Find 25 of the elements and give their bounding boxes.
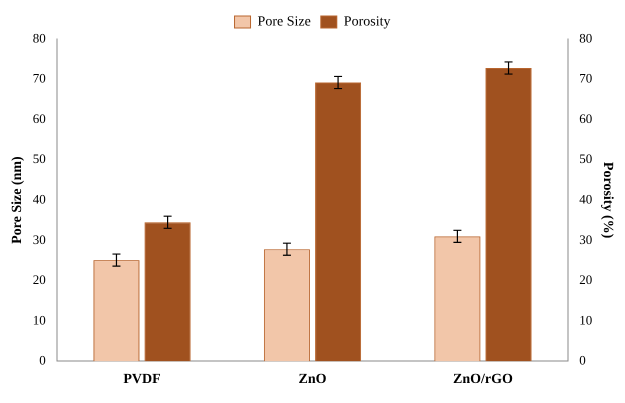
y-tick-label: 50 bbox=[32, 151, 46, 166]
y-tick-label: 80 bbox=[32, 30, 46, 46]
y2-tick-label: 40 bbox=[579, 192, 592, 207]
y2-tick-label: 30 bbox=[579, 232, 592, 247]
x-tick-label: ZnO/rGO bbox=[453, 372, 514, 388]
x-tick-label: PVDF bbox=[123, 372, 161, 388]
y2-tick-label: 20 bbox=[579, 272, 592, 288]
y2-tick-label: 80 bbox=[579, 30, 592, 46]
y2-tick-label: 70 bbox=[579, 70, 592, 86]
y-tick-label: 60 bbox=[32, 110, 46, 126]
y-axis-title: Pore Size (nm) bbox=[10, 156, 26, 244]
y2-tick-label: 10 bbox=[579, 312, 592, 328]
y2-tick-label: 0 bbox=[579, 352, 586, 368]
y-tick-label: 0 bbox=[39, 352, 46, 368]
y-tick-label: 20 bbox=[32, 272, 46, 288]
y2-tick-label: 60 bbox=[579, 110, 592, 126]
x-tick-label: ZnO bbox=[298, 372, 327, 388]
y-tick-label: 70 bbox=[32, 70, 46, 86]
legend-label: Porosity bbox=[344, 14, 390, 30]
y2-tick-label: 50 bbox=[579, 151, 592, 166]
y-tick-label: 30 bbox=[32, 232, 46, 247]
legend-label: Pore Size bbox=[258, 14, 311, 30]
y-tick-label: 40 bbox=[32, 192, 46, 207]
y-tick-label: 10 bbox=[32, 312, 46, 328]
y2-axis-title: Porosity (%) bbox=[600, 162, 615, 239]
